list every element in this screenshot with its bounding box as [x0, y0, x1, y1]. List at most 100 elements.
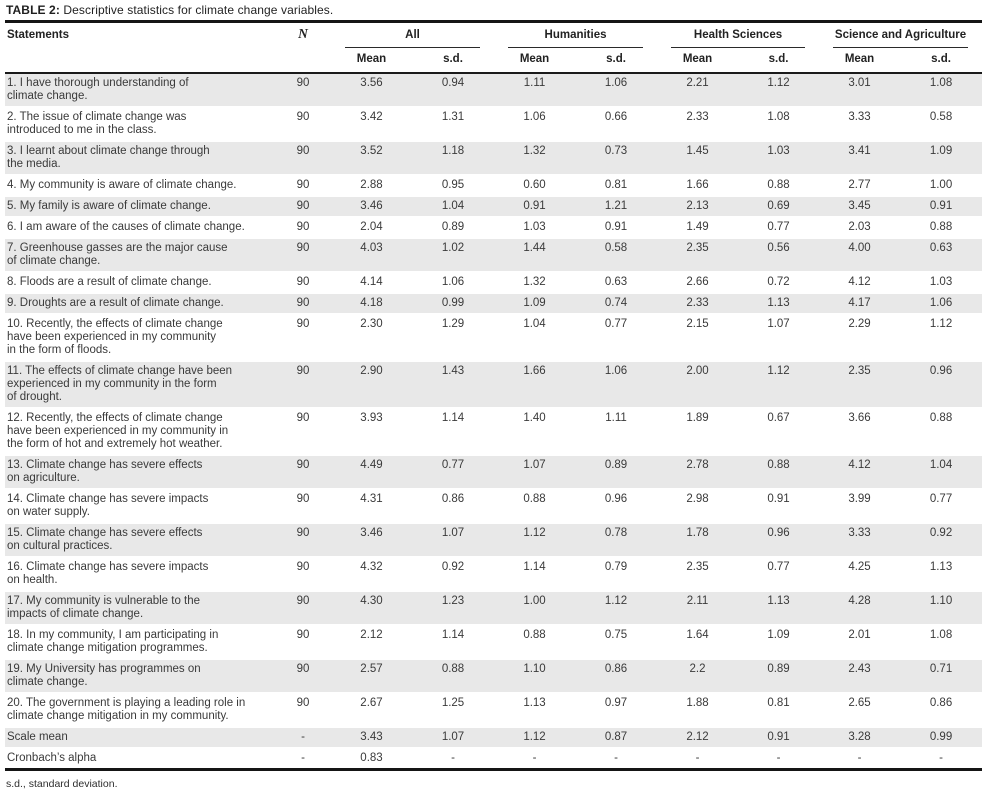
value-cell: 1.00 [523, 595, 546, 607]
n-cell: 90 [296, 111, 310, 123]
table-title-label: TABLE 2: [6, 3, 60, 17]
value-cell: 0.91 [604, 221, 628, 233]
value-cell: 1.07 [441, 731, 465, 743]
value-cell: 1.03 [929, 276, 953, 288]
statement-cell: 1. I have thorough understanding of clim… [7, 77, 189, 102]
n-cell: 90 [296, 561, 310, 573]
statement-cell: 7. Greenhouse gasses are the major cause… [7, 242, 228, 267]
value-cell: 3.46 [360, 200, 383, 212]
value-cell: 3.52 [360, 145, 383, 157]
table-row: 13. Climate change has severe effects on… [5, 455, 983, 489]
statement-cell: 16. Climate change has severe impacts on… [7, 561, 209, 586]
value-cell: 1.66 [523, 365, 546, 377]
value-cell: 1.11 [523, 77, 546, 89]
value-cell: 4.18 [360, 297, 383, 309]
value-cell: 1.18 [441, 145, 465, 157]
value-cell: 1.89 [686, 412, 709, 424]
value-cell: 2.29 [848, 318, 871, 330]
table-row: 16. Climate change has severe impacts on… [5, 557, 983, 591]
value-cell: 1.04 [441, 200, 465, 212]
value-cell: 3.66 [848, 412, 871, 424]
value-cell: 0.72 [767, 276, 790, 288]
table-row: 19. My University has programmes on clim… [5, 659, 983, 693]
value-cell: 3.45 [848, 200, 871, 212]
value-cell: 1.07 [523, 459, 546, 471]
n-cell: 90 [296, 459, 310, 471]
value-cell: 1.12 [604, 595, 628, 607]
value-cell: 1.08 [767, 111, 790, 123]
table-row: 15. Climate change has severe effects on… [5, 523, 983, 557]
value-cell: 0.58 [604, 242, 628, 254]
science-agriculture-mean-header: Mean [844, 53, 875, 65]
value-cell: - [857, 752, 862, 764]
value-cell: - [695, 752, 700, 764]
value-cell: 2.21 [686, 77, 709, 89]
value-cell: 2.78 [686, 459, 709, 471]
value-cell: 4.14 [360, 276, 383, 288]
table-row: 20. The government is playing a leading … [5, 693, 983, 727]
value-cell: 2.00 [686, 365, 709, 377]
group-header-row: Statements N All Humanities Health Scien… [5, 23, 982, 48]
value-cell: 2.35 [848, 365, 871, 377]
value-cell: 1.25 [441, 697, 465, 709]
value-cell: 3.42 [360, 111, 383, 123]
table-row: 2. The issue of climate change was intro… [5, 107, 983, 141]
value-cell: 2.65 [848, 697, 871, 709]
value-cell: 1.44 [523, 242, 546, 254]
value-cell: 1.03 [523, 221, 546, 233]
humanities-mean-header: Mean [519, 53, 550, 65]
value-cell: 0.92 [441, 561, 465, 573]
statement-cell: 5. My family is aware of climate change. [7, 200, 211, 212]
value-cell: 0.74 [604, 297, 628, 309]
value-cell: 0.89 [767, 663, 790, 675]
value-cell: 1.14 [523, 561, 546, 573]
statement-cell: 6. I am aware of the causes of climate c… [7, 221, 245, 233]
value-cell: 3.99 [848, 493, 871, 505]
table-row: Cronbach’s alpha - 0.83 - - - - - - - [5, 748, 982, 770]
n-cell: 90 [296, 242, 310, 254]
n-cell: - [301, 731, 305, 743]
value-cell: 2.12 [686, 731, 709, 743]
value-cell: 2.13 [686, 200, 709, 212]
value-cell: 1.43 [441, 365, 465, 377]
value-cell: - [451, 752, 455, 764]
value-cell: 2.33 [686, 297, 709, 309]
value-cell: 2.66 [686, 276, 709, 288]
value-cell: 0.91 [767, 731, 790, 743]
table-row: 18. In my community, I am participating … [5, 625, 983, 659]
n-cell: 90 [296, 200, 310, 212]
value-cell: 3.56 [360, 77, 383, 89]
value-cell: 2.33 [686, 111, 709, 123]
statement-cell: 14. Climate change has severe impacts on… [7, 493, 209, 518]
value-cell: 1.23 [441, 595, 465, 607]
statement-cell: 8. Floods are a result of climate change… [7, 276, 212, 288]
value-cell: 1.09 [523, 297, 546, 309]
statement-cell: Cronbach’s alpha [7, 752, 97, 764]
table-header: Statements N All Humanities Health Scien… [5, 23, 983, 73]
value-cell: 0.60 [523, 179, 546, 191]
value-cell: 0.91 [929, 200, 953, 212]
value-cell: 2.03 [848, 221, 871, 233]
value-cell: 0.58 [929, 111, 953, 123]
value-cell: 1.13 [523, 697, 546, 709]
statement-cell: 19. My University has programmes on clim… [7, 663, 201, 688]
footnote: s.d., standard deviation. [6, 778, 118, 790]
value-cell: 0.92 [929, 527, 953, 539]
value-cell: 1.09 [929, 145, 953, 157]
group-header-science-agriculture: Science and Agriculture [819, 23, 982, 48]
value-cell: 1.04 [523, 318, 546, 330]
table-row: 11. The effects of climate change have b… [5, 361, 983, 408]
value-cell: 1.07 [441, 527, 465, 539]
table-row: 4. My community is aware of climate chan… [5, 175, 983, 196]
n-cell: 90 [296, 77, 310, 89]
value-cell: 1.49 [686, 221, 709, 233]
value-cell: 0.94 [441, 77, 465, 89]
n-cell: 90 [296, 297, 310, 309]
value-cell: 0.88 [929, 221, 953, 233]
value-cell: 3.46 [360, 527, 383, 539]
value-cell: 2.04 [360, 221, 383, 233]
value-cell: 0.91 [523, 200, 546, 212]
n-cell: 90 [296, 276, 310, 288]
value-cell: 0.67 [767, 412, 790, 424]
value-cell: 4.28 [848, 595, 871, 607]
